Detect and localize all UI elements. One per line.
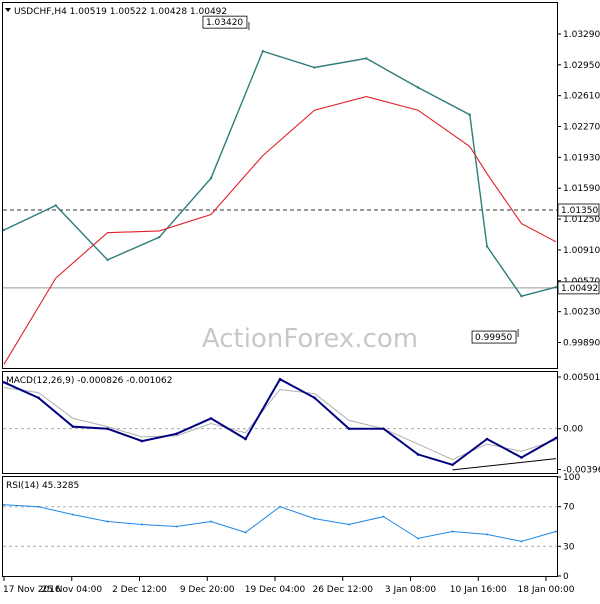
x-tick-label: 9 Dec 20:00 [180, 585, 235, 595]
price-point [158, 236, 161, 239]
annotation-label: 1.03420 [206, 18, 243, 28]
price-hline-label: 1.01350 [561, 206, 598, 216]
macd-layer: 0.005015 0.00 -0.003963 [2, 373, 600, 476]
price-y-tick-label: 1.00910 [563, 246, 600, 256]
rsi-y-tick-label: 100 [563, 473, 580, 483]
price-point [2, 228, 6, 232]
x-tick-label: 10 Jan 16:00 [450, 585, 507, 595]
price-y-tick-label: 1.01250 [563, 215, 600, 225]
macd-point [209, 417, 213, 420]
annotation-box [471, 330, 517, 344]
price-point [54, 204, 57, 207]
macd-point [244, 437, 247, 441]
macd-point [382, 427, 385, 430]
rsi-header: RSI(14) 45.3285 [6, 481, 79, 491]
macd-panel-frame [2, 371, 558, 474]
rsi-point [210, 520, 212, 523]
x-tick-label: 2 Dec 12:00 [112, 585, 167, 595]
price-y-tick-label: 1.02950 [563, 61, 600, 71]
rsi-layer: 100 70 30 0 [3, 473, 580, 582]
price-hline-label-box [557, 203, 600, 217]
watermark: ActionForex.com [202, 324, 418, 354]
macd-y-tick-label: 0.005015 [563, 373, 600, 383]
rsi-point [382, 515, 385, 518]
price-header: USDCHF,H4 1.00519 1.00522 1.00428 1.0049… [14, 7, 227, 17]
rsi-point [555, 530, 557, 533]
price-point [520, 295, 523, 298]
price-point [106, 258, 109, 262]
rsi-point [451, 530, 454, 533]
macd-point [175, 432, 178, 436]
macd-point [554, 436, 558, 440]
price-point [313, 66, 316, 69]
rsi-point [72, 513, 74, 516]
price-y-tick-label: 0.99890 [563, 338, 600, 348]
price-point [261, 49, 264, 53]
macd-trendline [452, 458, 557, 471]
macd-point [71, 425, 75, 428]
price-hline-label-box [557, 281, 600, 295]
annotation-box [202, 15, 248, 29]
macd-point [520, 456, 523, 459]
rsi-point [417, 537, 419, 540]
rsi-point [279, 505, 281, 508]
rsi-point [3, 503, 5, 506]
price-point [554, 285, 558, 289]
price-y-tick-label: 1.03290 [563, 30, 600, 40]
x-tick-label: 19 Dec 04:00 [245, 585, 306, 595]
x-tick-label: 3 Jan 08:00 [385, 585, 437, 595]
rsi-y-tick-label: 0 [563, 572, 569, 582]
x-tick-label: 17 Nov 2016 [3, 585, 61, 595]
price-layer: 1.03290 1.02950 1.02610 1.02270 1.01930 1.015… [2, 15, 600, 365]
price-y-tick-label: 1.01590 [563, 184, 600, 194]
annotation-label: 0.99950 [475, 333, 512, 343]
x-tick-label: 18 Jan 00:00 [518, 585, 575, 595]
macd-point [347, 427, 351, 430]
price-point [468, 113, 471, 116]
price-point [365, 57, 368, 60]
macd-point [106, 427, 109, 430]
macd-point [313, 396, 316, 400]
rsi-point [106, 520, 109, 523]
macd-point [2, 381, 6, 384]
rsi-point [175, 525, 178, 528]
x-tick-label: 25 Nov 04:00 [41, 585, 102, 595]
rsi-point [486, 533, 488, 536]
macd-point [416, 453, 420, 456]
rsi-point [348, 523, 350, 526]
rsi-point [141, 523, 143, 526]
price-y-tick-label: 1.02610 [563, 92, 600, 102]
rsi-y-tick-label: 70 [563, 503, 575, 513]
macd-point [140, 439, 144, 443]
price-point [416, 86, 420, 89]
price-point [209, 177, 213, 180]
price-y-tick-label: 1.02270 [563, 123, 600, 133]
triangle-down-icon [5, 8, 11, 12]
rsi-y-tick-label: 30 [563, 542, 575, 552]
rsi-point [520, 540, 523, 543]
macd-point [451, 463, 454, 467]
macd-header: MACD(12,26,9) -0.000826 -0.001062 [6, 376, 172, 386]
rsi-point [244, 531, 247, 534]
rsi-point [313, 517, 316, 520]
x-tick-label: 26 Dec 12:00 [312, 585, 373, 595]
macd-y-tick-label: 0.00 [563, 425, 583, 435]
ma-series-line [3, 96, 557, 365]
price-hline-label: 1.00492 [561, 284, 598, 294]
price-point [485, 245, 489, 248]
macd-y-tick-label: -0.003963 [563, 466, 600, 476]
macd-signal-line [3, 387, 557, 461]
price-y-tick-label: 1.01930 [563, 153, 600, 163]
macd-point [37, 396, 40, 400]
rsi-panel-frame [2, 476, 558, 577]
macd-point [278, 377, 282, 381]
price-panel-frame [2, 2, 558, 369]
macd-point [485, 437, 489, 441]
price-y-tick-label: 1.00230 [563, 308, 600, 318]
rsi-point [37, 505, 40, 508]
